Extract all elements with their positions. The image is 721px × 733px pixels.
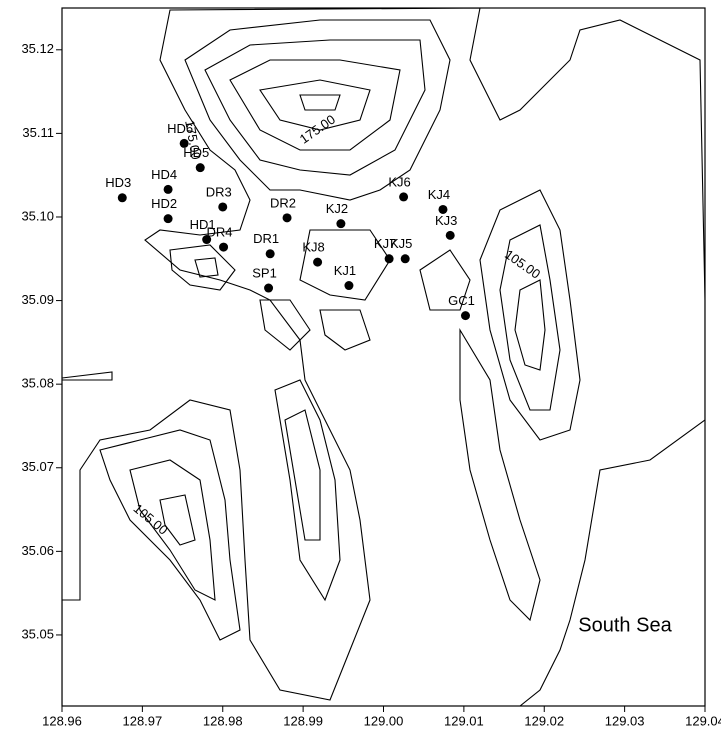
station-point bbox=[438, 204, 448, 214]
contour-label: 105.00 bbox=[502, 247, 543, 282]
station-point bbox=[344, 281, 354, 291]
x-tick-label: 129.01 bbox=[444, 713, 484, 728]
x-tick-label: 129.00 bbox=[364, 713, 404, 728]
station-label: KJ7 bbox=[374, 236, 396, 251]
station-label: DR2 bbox=[270, 195, 296, 210]
station-label: DR4 bbox=[207, 225, 233, 240]
x-tick-label: 128.99 bbox=[283, 713, 323, 728]
contour-label: 105.00 bbox=[131, 501, 171, 538]
station-label: DR3 bbox=[206, 184, 232, 199]
station-label: HD2 bbox=[151, 196, 177, 211]
station-point bbox=[445, 230, 455, 240]
contour-label: 175.00 bbox=[182, 119, 204, 161]
contour-label: 175.00 bbox=[297, 112, 338, 147]
station-label: HD5 bbox=[183, 145, 209, 160]
station-point bbox=[218, 202, 228, 212]
station-label: GC1 bbox=[448, 293, 475, 308]
contour bbox=[204, 39, 426, 176]
station-point bbox=[117, 193, 127, 203]
contour bbox=[259, 299, 311, 351]
station-point bbox=[163, 214, 173, 224]
station-label: HD6 bbox=[167, 121, 193, 136]
sea-label: South Sea bbox=[578, 614, 672, 636]
contour bbox=[229, 59, 401, 151]
contour bbox=[319, 309, 371, 351]
station-label: KJ6 bbox=[388, 174, 410, 189]
y-tick-label: 35.11 bbox=[22, 125, 54, 140]
contours bbox=[62, 8, 705, 706]
station-label: HD4 bbox=[151, 167, 177, 182]
contour bbox=[499, 224, 561, 411]
contour bbox=[459, 328, 541, 622]
x-tick-label: 129.04 bbox=[685, 713, 721, 728]
station-label: SP1 bbox=[252, 265, 277, 280]
y-tick-label: 35.09 bbox=[21, 292, 54, 307]
station-point bbox=[400, 254, 410, 264]
station-point bbox=[219, 242, 229, 252]
station-label: KJ3 bbox=[435, 213, 457, 228]
station-label: KJ2 bbox=[326, 201, 348, 216]
station-label: KJ4 bbox=[428, 187, 450, 202]
x-tick-label: 129.03 bbox=[605, 713, 645, 728]
station-point bbox=[313, 257, 323, 267]
station-point bbox=[265, 249, 275, 259]
contour bbox=[299, 94, 341, 111]
contour bbox=[184, 19, 451, 201]
contour bbox=[284, 409, 321, 541]
station-label: KJ5 bbox=[390, 236, 412, 251]
station-point bbox=[195, 163, 205, 173]
station-label: HD1 bbox=[190, 217, 216, 232]
station-point bbox=[264, 283, 274, 293]
x-tick-label: 128.97 bbox=[122, 713, 162, 728]
x-tick-label: 128.96 bbox=[42, 713, 82, 728]
station-point bbox=[202, 235, 212, 245]
contour bbox=[129, 459, 216, 601]
y-tick-label: 35.05 bbox=[21, 626, 54, 641]
station-label: KJ8 bbox=[302, 240, 324, 255]
contour bbox=[159, 494, 196, 546]
station-point bbox=[336, 219, 346, 229]
contour bbox=[169, 244, 236, 291]
y-tick-label: 35.12 bbox=[21, 41, 54, 56]
station-point bbox=[399, 192, 409, 202]
x-tick-label: 128.98 bbox=[203, 713, 243, 728]
x-tick-label: 129.02 bbox=[524, 713, 564, 728]
contour bbox=[419, 249, 471, 311]
plot-frame bbox=[61, 7, 706, 707]
station-point bbox=[282, 213, 292, 223]
contour bbox=[194, 257, 219, 278]
contour bbox=[514, 279, 546, 371]
contour bbox=[99, 429, 241, 641]
station-point bbox=[460, 311, 470, 321]
y-tick-label: 35.07 bbox=[21, 459, 54, 474]
contour bbox=[259, 79, 371, 131]
station-point bbox=[384, 254, 394, 264]
y-tick-label: 35.06 bbox=[21, 543, 54, 558]
station-label: DR1 bbox=[253, 231, 279, 246]
contour bbox=[479, 189, 581, 441]
station-label: KJ1 bbox=[334, 263, 356, 278]
y-tick-label: 35.08 bbox=[21, 376, 54, 391]
station-point bbox=[163, 184, 173, 194]
contour bbox=[274, 379, 341, 602]
station-point bbox=[179, 138, 189, 148]
coastline bbox=[62, 8, 705, 706]
contour bbox=[299, 229, 391, 301]
y-tick-label: 35.10 bbox=[21, 208, 54, 223]
station-label: HD3 bbox=[105, 175, 131, 190]
